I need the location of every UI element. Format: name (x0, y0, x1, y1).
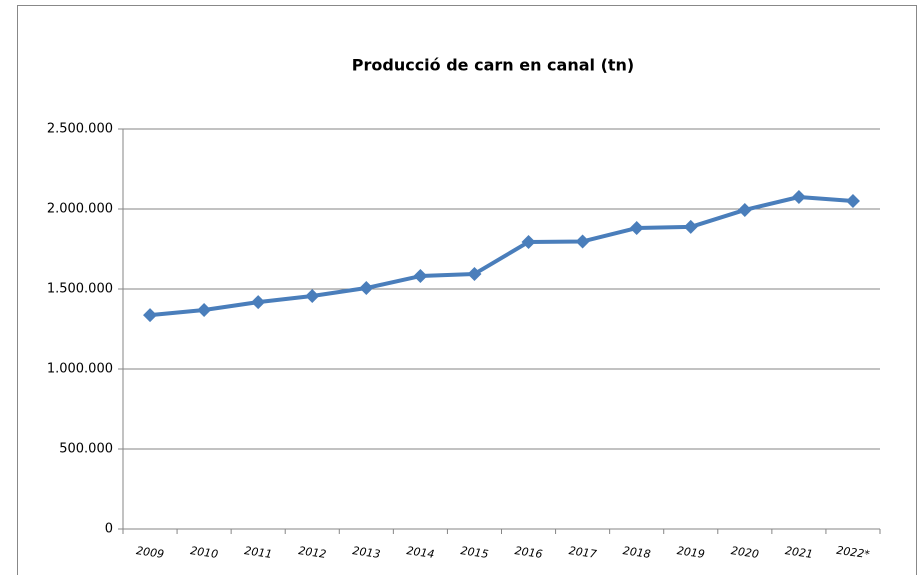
y-tick-label: 0 (105, 522, 113, 537)
marker (683, 219, 698, 234)
marker (737, 202, 752, 217)
x-tick-label: 2012 (298, 544, 328, 561)
x-tick-label: 2020 (730, 544, 760, 561)
line (149, 195, 854, 318)
marker (359, 281, 374, 296)
y-tick-label: 500.000 (59, 442, 113, 457)
x-tick-label: 2017 (568, 544, 598, 561)
x-tick-label: 2011 (243, 544, 273, 561)
marker (251, 295, 266, 310)
marker (521, 234, 536, 249)
chart-title: Producció de carn en canal (tn) (352, 56, 634, 75)
x-tick-label: 2021 (784, 544, 814, 561)
y-tick-label: 2.000.000 (47, 202, 113, 217)
x-tick-label: 2010 (189, 544, 219, 561)
y-tick-label: 1.500.000 (47, 282, 113, 297)
marker (791, 190, 806, 204)
y-tick-label: 2.500.000 (47, 122, 113, 137)
marker (143, 308, 158, 323)
x-tick-label: 2009 (135, 544, 165, 561)
marker (305, 289, 320, 304)
marker (575, 234, 590, 249)
chart-frame (17, 5, 917, 575)
x-tick-label: 2015 (460, 544, 490, 561)
marker (413, 269, 428, 284)
x-tick-label: 2022* (836, 544, 871, 562)
x-tick-label: 2014 (406, 544, 436, 561)
x-tick-label: 2018 (622, 544, 652, 561)
marker (467, 266, 482, 281)
x-tick-label: 2016 (514, 544, 544, 561)
marker (629, 221, 644, 236)
marker (845, 194, 860, 208)
x-tick-label: 2013 (352, 544, 382, 561)
x-tick-label: 2019 (676, 544, 706, 561)
y-tick-label: 1.000.000 (47, 362, 113, 377)
marker (197, 302, 212, 317)
